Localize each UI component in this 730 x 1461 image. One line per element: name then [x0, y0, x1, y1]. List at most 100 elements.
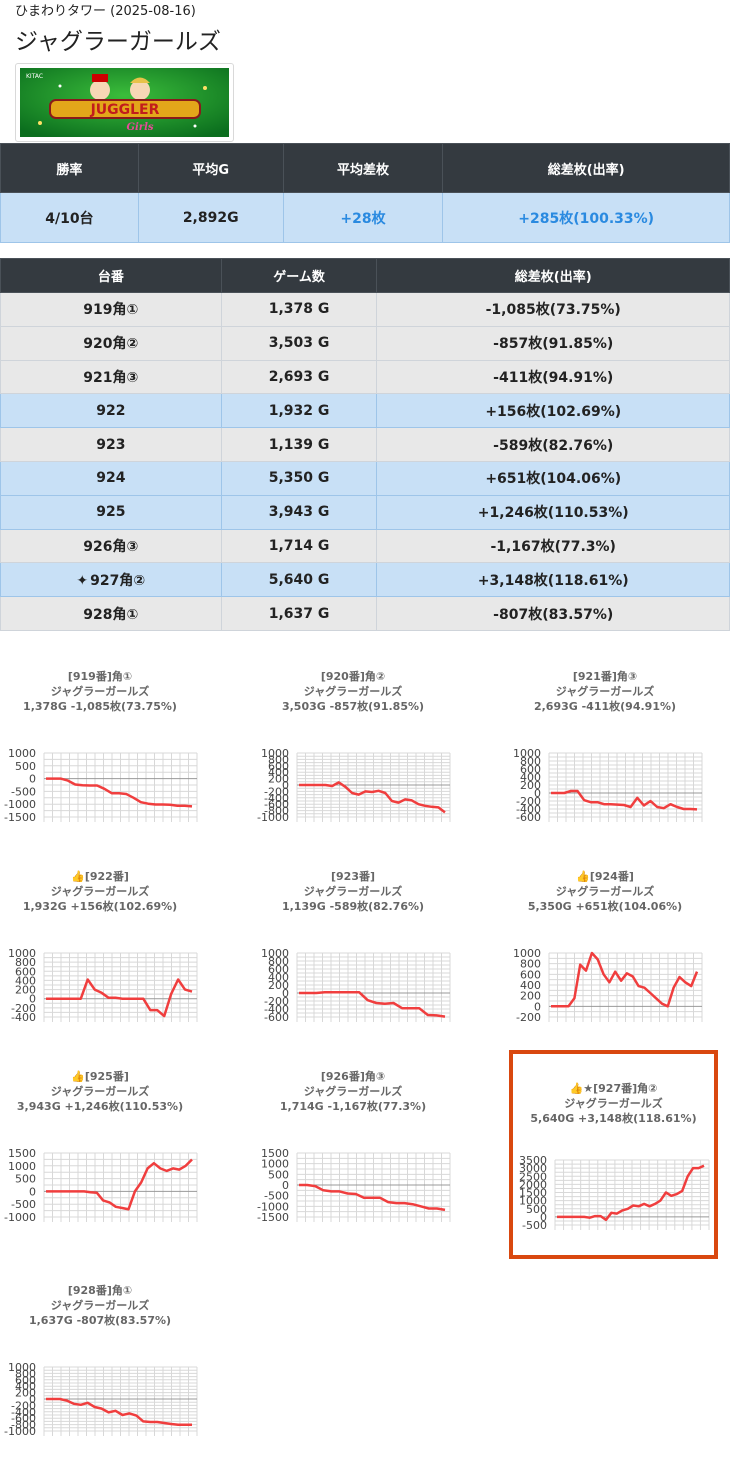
game-count: 3,503 G: [220, 325, 378, 361]
machine-number[interactable]: ✦ 927角②: [0, 562, 222, 598]
chart-title-line: 3,943G +1,246枚(110.53%): [17, 1099, 183, 1113]
y-tick-label: 400: [268, 971, 289, 984]
machine-number[interactable]: 923: [0, 427, 222, 462]
y-tick-label: 600: [268, 760, 289, 773]
y-tick-label: 1000: [8, 947, 36, 960]
machine-number[interactable]: 921角③: [0, 359, 222, 395]
header-total-diff: 総差枚(出率): [442, 143, 730, 193]
header-win-rate: 勝率: [0, 143, 139, 193]
y-tick-label: 1000: [513, 947, 541, 960]
chart-title-line: ジャグラーガールズ: [51, 884, 149, 898]
table-row: 919角① 1,378 G -1,085枚(73.75%): [0, 292, 730, 327]
y-tick-label: 400: [15, 974, 36, 987]
chart-title-line: [923番]: [331, 869, 375, 883]
y-tick-label: -400: [516, 803, 541, 816]
machine-number[interactable]: 924: [0, 460, 222, 496]
game-count: 5,350 G: [220, 460, 378, 496]
machine-number[interactable]: 926角③: [0, 528, 222, 564]
series-line: [557, 1164, 705, 1222]
chart-title-line: 👍[922番]: [71, 869, 129, 883]
y-tick-label: -1500: [257, 1211, 289, 1224]
maker-text: KITAC: [26, 73, 43, 80]
y-tick-label: -500: [11, 785, 36, 798]
y-tick-label: -600: [516, 811, 541, 824]
machine-number[interactable]: 920角②: [0, 325, 222, 361]
chart-title-line: 1,714G -1,167枚(77.3%): [280, 1099, 426, 1113]
chart-title-line: [921番]角③: [573, 669, 637, 683]
machine-number[interactable]: 928角①: [0, 596, 222, 631]
machine-diff: +156枚(102.69%): [376, 393, 730, 429]
chart-title-line: [920番]角②: [321, 669, 385, 683]
y-tick-label: 1000: [8, 747, 36, 760]
y-tick-label: 600: [520, 763, 541, 776]
y-tick-label: 1000: [8, 1361, 36, 1374]
y-tick-label: 200: [268, 773, 289, 786]
chart-card[interactable]: [921番]角③ ジャグラーガールズ 2,693G -411枚(94.91%) 100…: [505, 647, 705, 847]
chart-card[interactable]: [928番]角① ジャグラーガールズ 1,637G -807枚(83.57%) 100…: [0, 1261, 200, 1461]
chart-card[interactable]: [926番]角③ ジャグラーガールズ 1,714G -1,167枚(77.3%) 15…: [253, 1047, 453, 1247]
machine-number[interactable]: 925: [0, 494, 222, 530]
chart-title-line: ジャグラーガールズ: [51, 1084, 149, 1098]
chart-title-line: [926番]角③: [321, 1069, 385, 1083]
chart-card[interactable]: [919番]角① ジャグラーガールズ 1,378G -1,085枚(73.75%) 1…: [0, 647, 200, 847]
chart-title-line: ジャグラーガールズ: [304, 684, 402, 698]
y-tick-label: 500: [268, 1168, 289, 1181]
y-tick-label: -1000: [4, 1211, 36, 1224]
chart-card[interactable]: 👍[922番] ジャグラーガールズ 1,932G +156枚(102.69%) 100…: [0, 847, 200, 1047]
y-tick-label: 200: [15, 984, 36, 997]
y-tick-label: -1500: [4, 811, 36, 824]
y-tick-label: 1000: [519, 1195, 547, 1208]
y-tick-label: 400: [520, 771, 541, 784]
table-row: 924 5,350 G +651枚(104.06%): [0, 460, 730, 496]
page-subtitle: ひまわりタワー (2025-08-16): [15, 4, 196, 19]
y-tick-label: -200: [11, 1002, 36, 1015]
summary-total-diff: +285枚(100.33%): [442, 192, 730, 243]
series-line: [46, 1397, 192, 1427]
machine-number-label: 924: [96, 470, 126, 487]
chart-card[interactable]: 👍[924番] ジャグラーガールズ 5,350G +651枚(104.06%) 100…: [505, 847, 705, 1047]
page-title: ジャグラーガールズ: [15, 29, 221, 55]
y-tick-label: -1000: [4, 1425, 36, 1438]
chart-card[interactable]: [923番] ジャグラーガールズ 1,139G -589枚(82.76%) 1000 8…: [253, 847, 453, 1047]
chart-card[interactable]: [920番]角② ジャグラーガールズ 3,503G -857枚(91.85%) 100…: [253, 647, 453, 847]
table-row: 928角① 1,637 G -807枚(83.57%): [0, 596, 730, 631]
y-tick-label: 0: [540, 1211, 547, 1224]
chart-title-line: 👍★[927番]角②: [570, 1081, 658, 1095]
series-line: [46, 978, 193, 1018]
y-tick-label: 2500: [519, 1170, 547, 1183]
chart-title-line: 1,932G +156枚(102.69%): [23, 899, 177, 913]
chart-title-line: ジャグラーガールズ: [304, 884, 402, 898]
machine-diff: +1,246枚(110.53%): [376, 494, 730, 530]
machine-number[interactable]: 922: [0, 393, 222, 429]
game-count: 1,378 G: [220, 292, 378, 327]
y-tick-label: 800: [15, 1367, 36, 1380]
machine-number-label: 923: [96, 436, 126, 453]
y-tick-label: -200: [264, 995, 289, 1008]
y-tick-label: 400: [520, 979, 541, 992]
y-tick-label: 3000: [519, 1162, 547, 1175]
summary-table: 勝率 平均G 平均差枚 総差枚(出率) 4/10台 2,892G +28枚 +2…: [0, 143, 730, 243]
header-avg-games: 平均G: [137, 143, 284, 193]
chart-title-line: ジャグラーガールズ: [51, 684, 149, 698]
game-count: 1,714 G: [220, 528, 378, 564]
y-tick-label: 200: [520, 779, 541, 792]
y-tick-label: 1500: [519, 1187, 547, 1200]
y-tick-label: 0: [282, 987, 289, 1000]
sparkle-icon: ✦: [76, 572, 89, 589]
y-tick-label: -600: [11, 1412, 36, 1425]
y-tick-label: 1000: [261, 947, 289, 960]
series-line: [299, 781, 446, 814]
machine-diff: -411枚(94.91%): [376, 359, 730, 395]
machine-number-label: 928角①: [83, 606, 139, 623]
chart-card[interactable]: 👍★[927番]角② ジャグラーガールズ 5,640G +3,148枚(118.61…: [509, 1050, 718, 1259]
summary-avg-diff: +28枚: [282, 192, 444, 243]
y-tick-label: 0: [534, 787, 541, 800]
chart-card[interactable]: 👍[925番] ジャグラーガールズ 3,943G +1,246枚(110.53%) 1…: [0, 1047, 200, 1247]
machine-number[interactable]: 919角①: [0, 292, 222, 327]
y-tick-label: 0: [282, 1179, 289, 1192]
